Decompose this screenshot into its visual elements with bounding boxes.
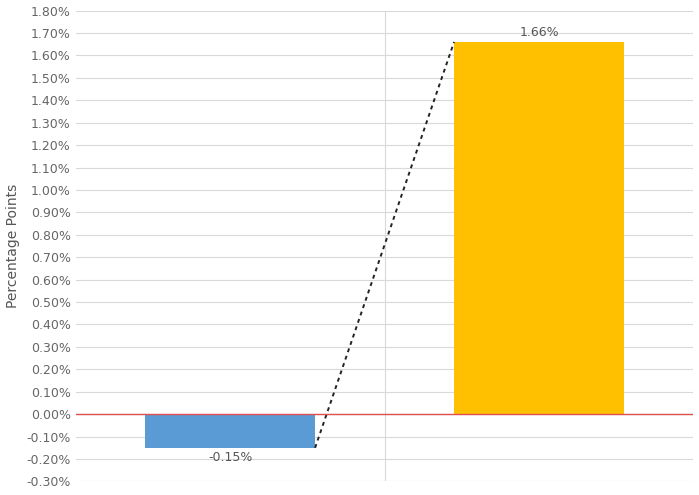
Bar — [454, 42, 624, 414]
Text: -0.15%: -0.15% — [208, 451, 252, 464]
Bar — [145, 414, 315, 448]
Y-axis label: Percentage Points: Percentage Points — [6, 184, 20, 308]
Text: 1.66%: 1.66% — [519, 26, 559, 39]
